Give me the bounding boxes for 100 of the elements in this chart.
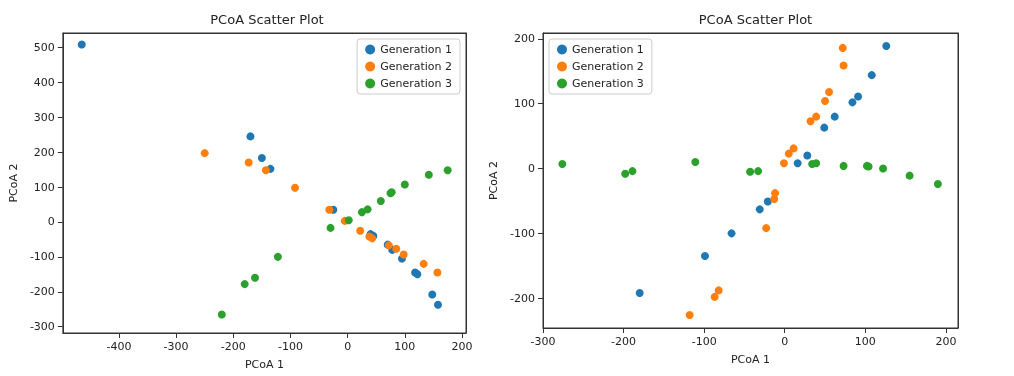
point [854,92,863,101]
point [933,180,942,189]
point [433,300,442,309]
point [779,159,788,168]
point [746,167,755,176]
x-axis-title: PCoA 1 [244,358,284,371]
x-tick-label: 0 [344,340,352,353]
y-tick-label: 100 [514,97,535,111]
point [905,171,914,180]
point [879,164,888,173]
point [710,292,719,301]
point [762,224,771,233]
point [812,159,821,168]
point [812,112,821,121]
point [558,159,567,168]
point [848,98,857,107]
point [789,144,798,153]
point [251,273,259,282]
point [246,132,255,141]
point [820,123,829,132]
point [763,197,772,206]
y-tick-label: -300 [29,320,55,334]
y-tick-label: 200 [33,145,55,159]
point [784,149,793,158]
x-axis-title: PCoA 1 [730,353,771,366]
point [793,159,802,168]
point [714,286,723,295]
point [806,117,815,126]
point [261,166,270,175]
point [771,189,780,198]
y-tick-label: 0 [528,162,535,176]
point [77,40,86,49]
point [433,268,442,277]
point [867,71,876,80]
point [755,205,764,214]
point [400,180,409,189]
chart-title: PCoA Scatter Plot [210,12,324,27]
x-tick-label: 200 [451,340,473,353]
point [443,166,452,175]
point [685,311,694,320]
point [628,167,637,176]
point [326,223,335,232]
legend-label: Generation 3 [572,77,644,90]
point [356,226,365,235]
legend-label: Generation 2 [572,60,644,73]
y-tick-label: -100 [29,250,55,264]
point [419,259,428,268]
point [838,43,847,52]
x-tick-label: -100 [691,335,717,348]
y-tick-label: 100 [33,180,55,194]
point [803,151,812,160]
point [424,170,433,179]
point [200,149,209,158]
point [363,205,372,214]
legend-label: Generation 3 [380,77,453,90]
point [830,112,839,121]
point [291,183,300,192]
x-tick-label: -300 [530,335,556,348]
y-axis-title: PCoA 2 [7,163,20,203]
y-tick-label: 300 [33,110,55,124]
point [839,161,848,170]
point [392,244,401,253]
point [839,61,848,70]
y-tick-label: 0 [47,215,55,229]
point [376,196,385,205]
point [240,280,249,289]
point [217,310,226,319]
y-tick-label: -200 [510,291,535,305]
legend-label: Generation 1 [572,43,644,56]
point [727,229,736,238]
x-tick-label: -400 [106,340,132,353]
point [635,288,644,297]
point [754,167,763,176]
x-tick-label: 100 [394,340,416,353]
point [700,252,709,261]
legend-label: Generation 2 [380,60,453,73]
legend-label: Generation 1 [380,43,453,56]
y-tick-label: 500 [33,40,55,54]
x-tick-label: -200 [220,340,246,353]
point [825,88,834,96]
point [621,169,630,178]
y-tick-label: -100 [510,226,535,240]
point [821,97,830,106]
point [273,252,282,261]
x-tick-label: 0 [781,335,789,348]
chart-title: PCoA Scatter Plot [698,12,813,27]
x-tick-label: -300 [163,340,189,353]
y-axis-title: PCoA 2 [487,160,501,201]
point [428,290,437,299]
point [257,154,266,163]
x-tick-label: -100 [277,340,303,353]
point [691,158,700,167]
point [325,205,334,214]
x-tick-label: -200 [611,335,637,348]
point [244,158,253,167]
point [344,216,353,225]
y-tick-label: -200 [29,285,55,299]
y-tick-label: 400 [33,75,55,89]
y-tick-label: 200 [514,32,535,46]
x-tick-label: 100 [854,335,876,348]
